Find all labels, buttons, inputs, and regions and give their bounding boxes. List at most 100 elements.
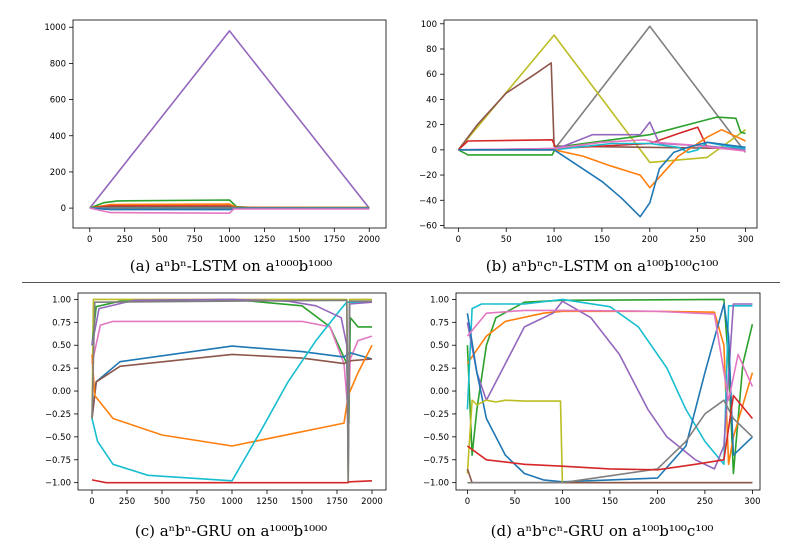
- x-tick-label-d-6: 300: [744, 497, 760, 507]
- x-tick-label-d-5: 250: [697, 497, 713, 507]
- series-line-c-9: [91, 479, 373, 484]
- x-tick-label-d-4: 200: [649, 497, 665, 507]
- x-tick-label-c-6: 1500: [291, 497, 313, 507]
- y-tick-label-c-1: −0.75: [45, 456, 71, 466]
- y-tick-label-c-6: 0.50: [52, 341, 71, 351]
- y-tick-label-d-8: 1.00: [430, 295, 449, 305]
- x-tick-label-c-5: 1250: [256, 497, 278, 507]
- series-line-b-4: [458, 116, 746, 156]
- x-tick-label-b-4: 200: [642, 235, 658, 245]
- caption-a: (a) aⁿbⁿ-LSTM on a¹⁰⁰⁰b¹⁰⁰⁰: [76, 257, 386, 275]
- y-tick-label-a-0: 0: [61, 204, 66, 214]
- x-tick-label-a-3: 750: [186, 235, 202, 245]
- x-tick-label-a-0: 0: [87, 235, 92, 245]
- y-tick-label-d-3: −0.25: [423, 410, 449, 420]
- x-tick-label-a-5: 1250: [254, 235, 276, 245]
- y-tick-label-b-1: −40: [419, 196, 437, 206]
- x-tick-label-a-4: 1000: [219, 235, 241, 245]
- y-tick-label-d-5: 0.25: [430, 364, 449, 374]
- caption-b-text: (b) aⁿbⁿcⁿ-LSTM on a¹⁰⁰b¹⁰⁰c¹⁰⁰: [485, 257, 719, 275]
- x-tick-label-c-8: 2000: [361, 497, 383, 507]
- series-line-a-9: [89, 207, 370, 214]
- series-line-d-3: [466, 300, 753, 470]
- series-line-c-6: [91, 301, 372, 482]
- series-line-d-7: [467, 399, 753, 484]
- x-tick-label-d-2: 100: [554, 497, 570, 507]
- caption-b: (b) aⁿbⁿcⁿ-LSTM on a¹⁰⁰b¹⁰⁰c¹⁰⁰: [442, 257, 762, 275]
- x-tick-label-b-1: 50: [501, 235, 512, 245]
- series-line-d-4: [466, 303, 753, 483]
- series-line-d-1: [466, 310, 754, 466]
- caption-c: (c) aⁿbⁿ-GRU on a¹⁰⁰⁰b¹⁰⁰⁰: [76, 522, 386, 540]
- y-tick-label-a-2: 400: [50, 132, 66, 142]
- series-line-b-7: [458, 139, 746, 152]
- x-tick-label-a-8: 2000: [358, 235, 380, 245]
- x-tick-label-b-3: 150: [594, 235, 610, 245]
- y-tick-label-c-4: 0.00: [52, 387, 71, 397]
- x-tick-label-d-3: 150: [602, 497, 618, 507]
- x-tick-label-c-4: 1000: [221, 497, 243, 507]
- series-line-d-9: [466, 309, 754, 401]
- y-tick-label-b-3: 0: [432, 146, 437, 156]
- y-tick-label-c-5: 0.25: [52, 364, 71, 374]
- x-tick-label-a-1: 250: [117, 235, 133, 245]
- series-line-d-8: [466, 394, 754, 471]
- series-line-b-8: [458, 128, 746, 189]
- y-tick-label-b-0: −60: [419, 221, 437, 231]
- series-line-c-2: [91, 320, 373, 415]
- y-tick-label-b-6: 60: [426, 70, 437, 80]
- x-tick-label-b-2: 100: [546, 235, 562, 245]
- x-tick-label-b-5: 250: [690, 235, 706, 245]
- y-tick-label-c-0: −1.00: [45, 479, 71, 489]
- series-line-a-0: [89, 30, 370, 209]
- plot-frame-d: [455, 292, 761, 491]
- y-tick-label-c-3: −0.25: [45, 410, 71, 420]
- x-tick-label-d-1: 50: [509, 497, 520, 507]
- y-tick-label-d-6: 0.50: [430, 341, 449, 351]
- caption-a-text: (a) aⁿbⁿ-LSTM on a¹⁰⁰⁰b¹⁰⁰⁰: [129, 257, 333, 275]
- series-line-b-9: [458, 141, 746, 218]
- y-tick-label-b-2: −20: [419, 171, 437, 181]
- y-tick-label-b-4: 20: [426, 121, 437, 131]
- x-tick-label-a-6: 1500: [289, 235, 311, 245]
- y-tick-label-d-2: −0.50: [423, 433, 449, 443]
- x-tick-label-a-2: 500: [152, 235, 168, 245]
- y-tick-label-c-2: −0.50: [45, 433, 71, 443]
- y-tick-label-c-8: 1.00: [52, 295, 71, 305]
- series-line-d-2: [466, 298, 753, 466]
- x-tick-label-b-0: 0: [456, 235, 461, 245]
- x-tick-label-c-2: 500: [154, 497, 170, 507]
- y-tick-label-b-5: 40: [426, 95, 437, 105]
- y-tick-label-a-4: 800: [50, 59, 66, 69]
- y-tick-label-c-7: 0.75: [52, 318, 71, 328]
- series-line-b-1: [457, 34, 746, 164]
- y-tick-label-b-8: 100: [421, 20, 437, 30]
- x-tick-label-c-7: 1750: [326, 497, 348, 507]
- x-tick-label-d-0: 0: [465, 497, 470, 507]
- caption-d-text: (d) aⁿbⁿcⁿ-GRU on a¹⁰⁰b¹⁰⁰c¹⁰⁰: [490, 522, 714, 540]
- x-tick-label-b-6: 300: [737, 235, 753, 245]
- x-tick-label-c-0: 0: [89, 497, 94, 507]
- y-tick-label-b-7: 80: [426, 45, 437, 55]
- y-tick-label-a-3: 600: [50, 96, 66, 106]
- y-tick-label-a-5: 1000: [44, 23, 66, 33]
- y-tick-label-d-0: −1.00: [423, 479, 449, 489]
- y-tick-label-d-1: −0.75: [423, 456, 449, 466]
- caption-d: (d) aⁿbⁿcⁿ-GRU on a¹⁰⁰b¹⁰⁰c¹⁰⁰: [442, 522, 762, 540]
- series-line-c-5: [91, 344, 373, 447]
- x-tick-label-c-1: 250: [119, 497, 135, 507]
- plot-frame-b: [443, 19, 758, 229]
- x-tick-label-a-7: 1750: [323, 235, 345, 245]
- y-tick-label-d-7: 0.75: [430, 318, 449, 328]
- divider: [22, 282, 780, 283]
- caption-c-text: (c) aⁿbⁿ-GRU on a¹⁰⁰⁰b¹⁰⁰⁰: [134, 522, 328, 540]
- y-tick-label-a-1: 200: [50, 168, 66, 178]
- x-tick-label-c-3: 750: [189, 497, 205, 507]
- series-line-c-8: [91, 299, 372, 484]
- series-line-d-5: [466, 399, 753, 484]
